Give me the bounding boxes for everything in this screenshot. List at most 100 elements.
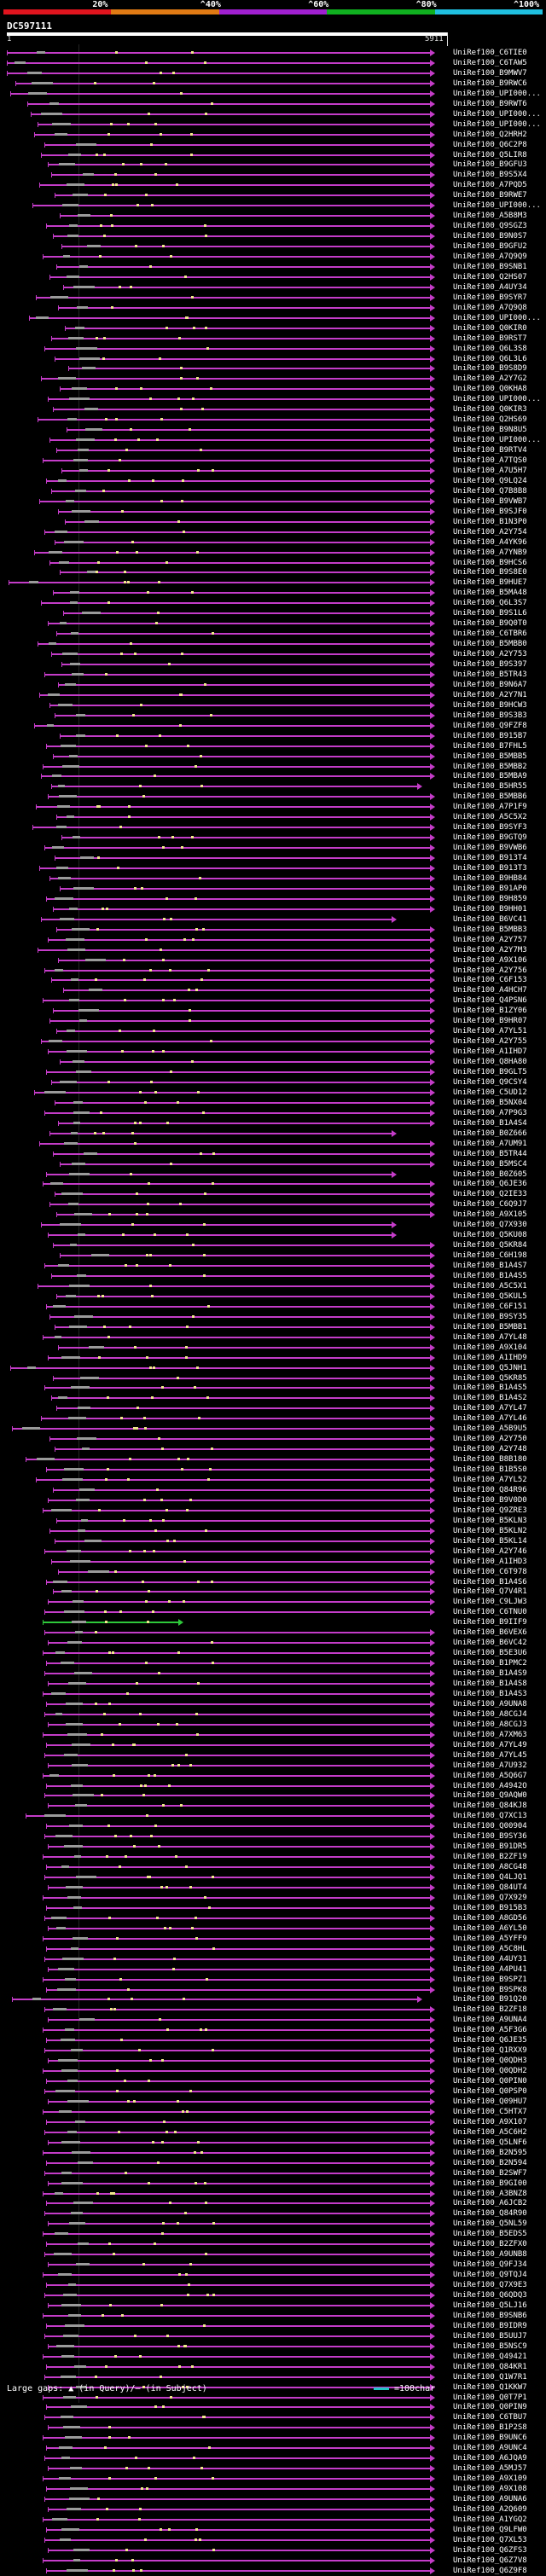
hit-row[interactable]: UniRef100_B1A4S3: [0, 1689, 546, 1699]
hit-label[interactable]: UniRef100_A5B8M3: [453, 212, 527, 221]
hit-label[interactable]: UniRef100_B9GFU2: [453, 242, 527, 252]
hit-row[interactable]: UniRef100_A9UNC4: [0, 2443, 546, 2453]
hit-row[interactable]: UniRef100_Q5NL59: [0, 2219, 546, 2229]
hit-label[interactable]: UniRef100_A6JQA9: [453, 2454, 527, 2463]
hit-row[interactable]: UniRef100_B8B180: [0, 1454, 546, 1465]
hit-label[interactable]: UniRef100_B915B3: [453, 1903, 527, 1912]
hit-row[interactable]: UniRef100_A7YL51: [0, 1026, 546, 1036]
hit-label[interactable]: UniRef100_A5YFF9: [453, 1934, 527, 1943]
hit-label[interactable]: UniRef100_Q5LJ16: [453, 2300, 527, 2310]
hit-label[interactable]: UniRef100_B5MBB6: [453, 792, 527, 802]
hit-row[interactable]: UniRef100_B1P2S8: [0, 2422, 546, 2433]
hit-row[interactable]: UniRef100_B9GTQ9: [0, 833, 546, 843]
hit-row[interactable]: UniRef100_A2Y753: [0, 649, 546, 659]
hit-label[interactable]: UniRef100_Q84KJ8: [453, 1801, 527, 1811]
hit-label[interactable]: UniRef100_A4UY34: [453, 282, 527, 292]
hit-label[interactable]: UniRef100_Q4LJQ1: [453, 1873, 527, 1883]
hit-label[interactable]: UniRef100_B9SPK8: [453, 1985, 527, 1994]
hit-label[interactable]: UniRef100_A7Q9Q8: [453, 303, 527, 312]
hit-row[interactable]: UniRef100_Q6Z9F8: [0, 2566, 546, 2576]
hit-row[interactable]: UniRef100_B91Q20: [0, 1994, 546, 2005]
hit-label[interactable]: UniRef100_A8CGJ3: [453, 1720, 527, 1729]
hit-label[interactable]: UniRef100_B9SY36: [453, 1832, 527, 1842]
hit-label[interactable]: UniRef100_Q9LFW0: [453, 2525, 527, 2534]
hit-label[interactable]: UniRef100_C6TAW5: [453, 58, 527, 67]
hit-row[interactable]: UniRef100_Q7X929: [0, 1893, 546, 1903]
hit-row[interactable]: UniRef100_UPI000...: [0, 89, 546, 99]
hit-label[interactable]: UniRef100_C5HTX7: [453, 2107, 527, 2116]
hit-label[interactable]: UniRef100_B9GLT5: [453, 1068, 527, 1076]
hit-row[interactable]: UniRef100_B9V0D0: [0, 1495, 546, 1506]
hit-row[interactable]: UniRef100_A1IHD7: [0, 1047, 546, 1057]
hit-label[interactable]: UniRef100_B8B180: [453, 1455, 527, 1465]
hit-label[interactable]: UniRef100_A2Y7N1: [453, 690, 527, 699]
hit-row[interactable]: UniRef100_B1A4S4: [0, 1118, 546, 1128]
hit-row[interactable]: UniRef100_A4942O: [0, 1781, 546, 1791]
hit-label[interactable]: UniRef100_C5UD12: [453, 1088, 527, 1097]
hit-label[interactable]: UniRef100_Q6ZFS3: [453, 2545, 527, 2555]
hit-label[interactable]: UniRef100_B5MBB3: [453, 925, 527, 934]
hit-row[interactable]: UniRef100_B9SYR7: [0, 293, 546, 303]
hit-label[interactable]: UniRef100_B9VWB7: [453, 496, 527, 506]
hit-label[interactable]: UniRef100_Q6JE36: [453, 1180, 527, 1189]
hit-label[interactable]: UniRef100_Q7X930: [453, 1221, 527, 1230]
hit-label[interactable]: UniRef100_C6TNU0: [453, 1608, 527, 1617]
hit-row[interactable]: UniRef100_B5MBB6: [0, 792, 546, 802]
hit-row[interactable]: UniRef100_A2Y7N1: [0, 690, 546, 700]
hit-row[interactable]: UniRef100_B9SJF0: [0, 507, 546, 517]
hit-row[interactable]: UniRef100_A7YL46: [0, 1413, 546, 1424]
hit-label[interactable]: UniRef100_B9VWB6: [453, 844, 527, 853]
hit-row[interactable]: UniRef100_Q0PIN0: [0, 2076, 546, 2086]
hit-label[interactable]: UniRef100_B9GTQ9: [453, 833, 527, 843]
hit-row[interactable]: UniRef100_Q2HS07: [0, 272, 546, 282]
hit-row[interactable]: UniRef100_A8GD56: [0, 1913, 546, 1923]
hit-label[interactable]: UniRef100_B9S8E0: [453, 568, 527, 577]
hit-row[interactable]: UniRef100_Q0KHA8: [0, 384, 546, 394]
hit-label[interactable]: UniRef100_Q84R96: [453, 1485, 527, 1494]
hit-row[interactable]: UniRef100_B5EDS5: [0, 2229, 546, 2239]
hit-label[interactable]: UniRef100_A2Y753: [453, 650, 527, 659]
hit-row[interactable]: UniRef100_A7Q9Q8: [0, 303, 546, 313]
hit-row[interactable]: UniRef100_B9SNB1: [0, 262, 546, 272]
hit-row[interactable]: UniRef100_B9HR07: [0, 1016, 546, 1026]
hit-row[interactable]: UniRef100_B9RWC6: [0, 78, 546, 89]
hit-label[interactable]: UniRef100_B5MBA9: [453, 772, 527, 781]
hit-label[interactable]: UniRef100_B2SWF7: [453, 2168, 527, 2178]
hit-row[interactable]: UniRef100_B9RWT6: [0, 99, 546, 109]
hit-row[interactable]: UniRef100_B9GFU2: [0, 241, 546, 252]
hit-row[interactable]: UniRef100_UPI000...: [0, 394, 546, 404]
hit-label[interactable]: UniRef100_A9X104: [453, 1343, 527, 1352]
hit-row[interactable]: UniRef100_Q0QDH2: [0, 2066, 546, 2076]
hit-row[interactable]: UniRef100_Q5KR84: [0, 1240, 546, 1250]
hit-row[interactable]: UniRef100_B5KLN3: [0, 1516, 546, 1526]
hit-label[interactable]: UniRef100_Q1W7R1: [453, 2372, 527, 2382]
hit-label[interactable]: UniRef100_B9S3B3: [453, 711, 527, 720]
hit-row[interactable]: UniRef100_Q6L3S8: [0, 344, 546, 354]
hit-label[interactable]: UniRef100_C6TIE0: [453, 49, 527, 57]
hit-row[interactable]: UniRef100_B91DR5: [0, 1842, 546, 1852]
hit-row[interactable]: UniRef100_Q9FZF8: [0, 721, 546, 731]
hit-row[interactable]: UniRef100_C6H198: [0, 1250, 546, 1261]
hit-label[interactable]: UniRef100_A9X108: [453, 2485, 527, 2494]
hit-label[interactable]: UniRef100_A7YL51: [453, 1027, 527, 1036]
hit-row[interactable]: UniRef100_B9SNB6: [0, 2311, 546, 2321]
hit-row[interactable]: UniRef100_Q9CSY4: [0, 1077, 546, 1088]
hit-row[interactable]: UniRef100_B9RST7: [0, 334, 546, 344]
hit-label[interactable]: UniRef100_B6VEX6: [453, 1628, 527, 1638]
hit-label[interactable]: UniRef100_Q6JE35: [453, 2036, 527, 2045]
hit-row[interactable]: UniRef100_Q1RXX9: [0, 2045, 546, 2056]
hit-label[interactable]: UniRef100_A5C8HL: [453, 1944, 527, 1953]
hit-row[interactable]: UniRef100_A7YL45: [0, 1750, 546, 1761]
hit-row[interactable]: UniRef100_A5B8M3: [0, 211, 546, 221]
hit-row[interactable]: UniRef100_B9GFU3: [0, 160, 546, 170]
hit-label[interactable]: UniRef100_B5KL14: [453, 1536, 527, 1546]
hit-label[interactable]: UniRef100_B1A4S8: [453, 1680, 527, 1688]
hit-row[interactable]: UniRef100_A7U932: [0, 1761, 546, 1771]
hit-row[interactable]: UniRef100_A7TQS0: [0, 455, 546, 466]
hit-label[interactable]: UniRef100_Q5JNH1: [453, 1363, 527, 1372]
hit-row[interactable]: UniRef100_C6TIE0: [0, 48, 546, 58]
hit-row[interactable]: UniRef100_B2ZF19: [0, 1852, 546, 1862]
hit-label[interactable]: UniRef100_C6F153: [453, 976, 527, 985]
hit-row[interactable]: UniRef100_A5C8HL: [0, 1944, 546, 1954]
hit-row[interactable]: UniRef100_A3BNZ8: [0, 2189, 546, 2199]
